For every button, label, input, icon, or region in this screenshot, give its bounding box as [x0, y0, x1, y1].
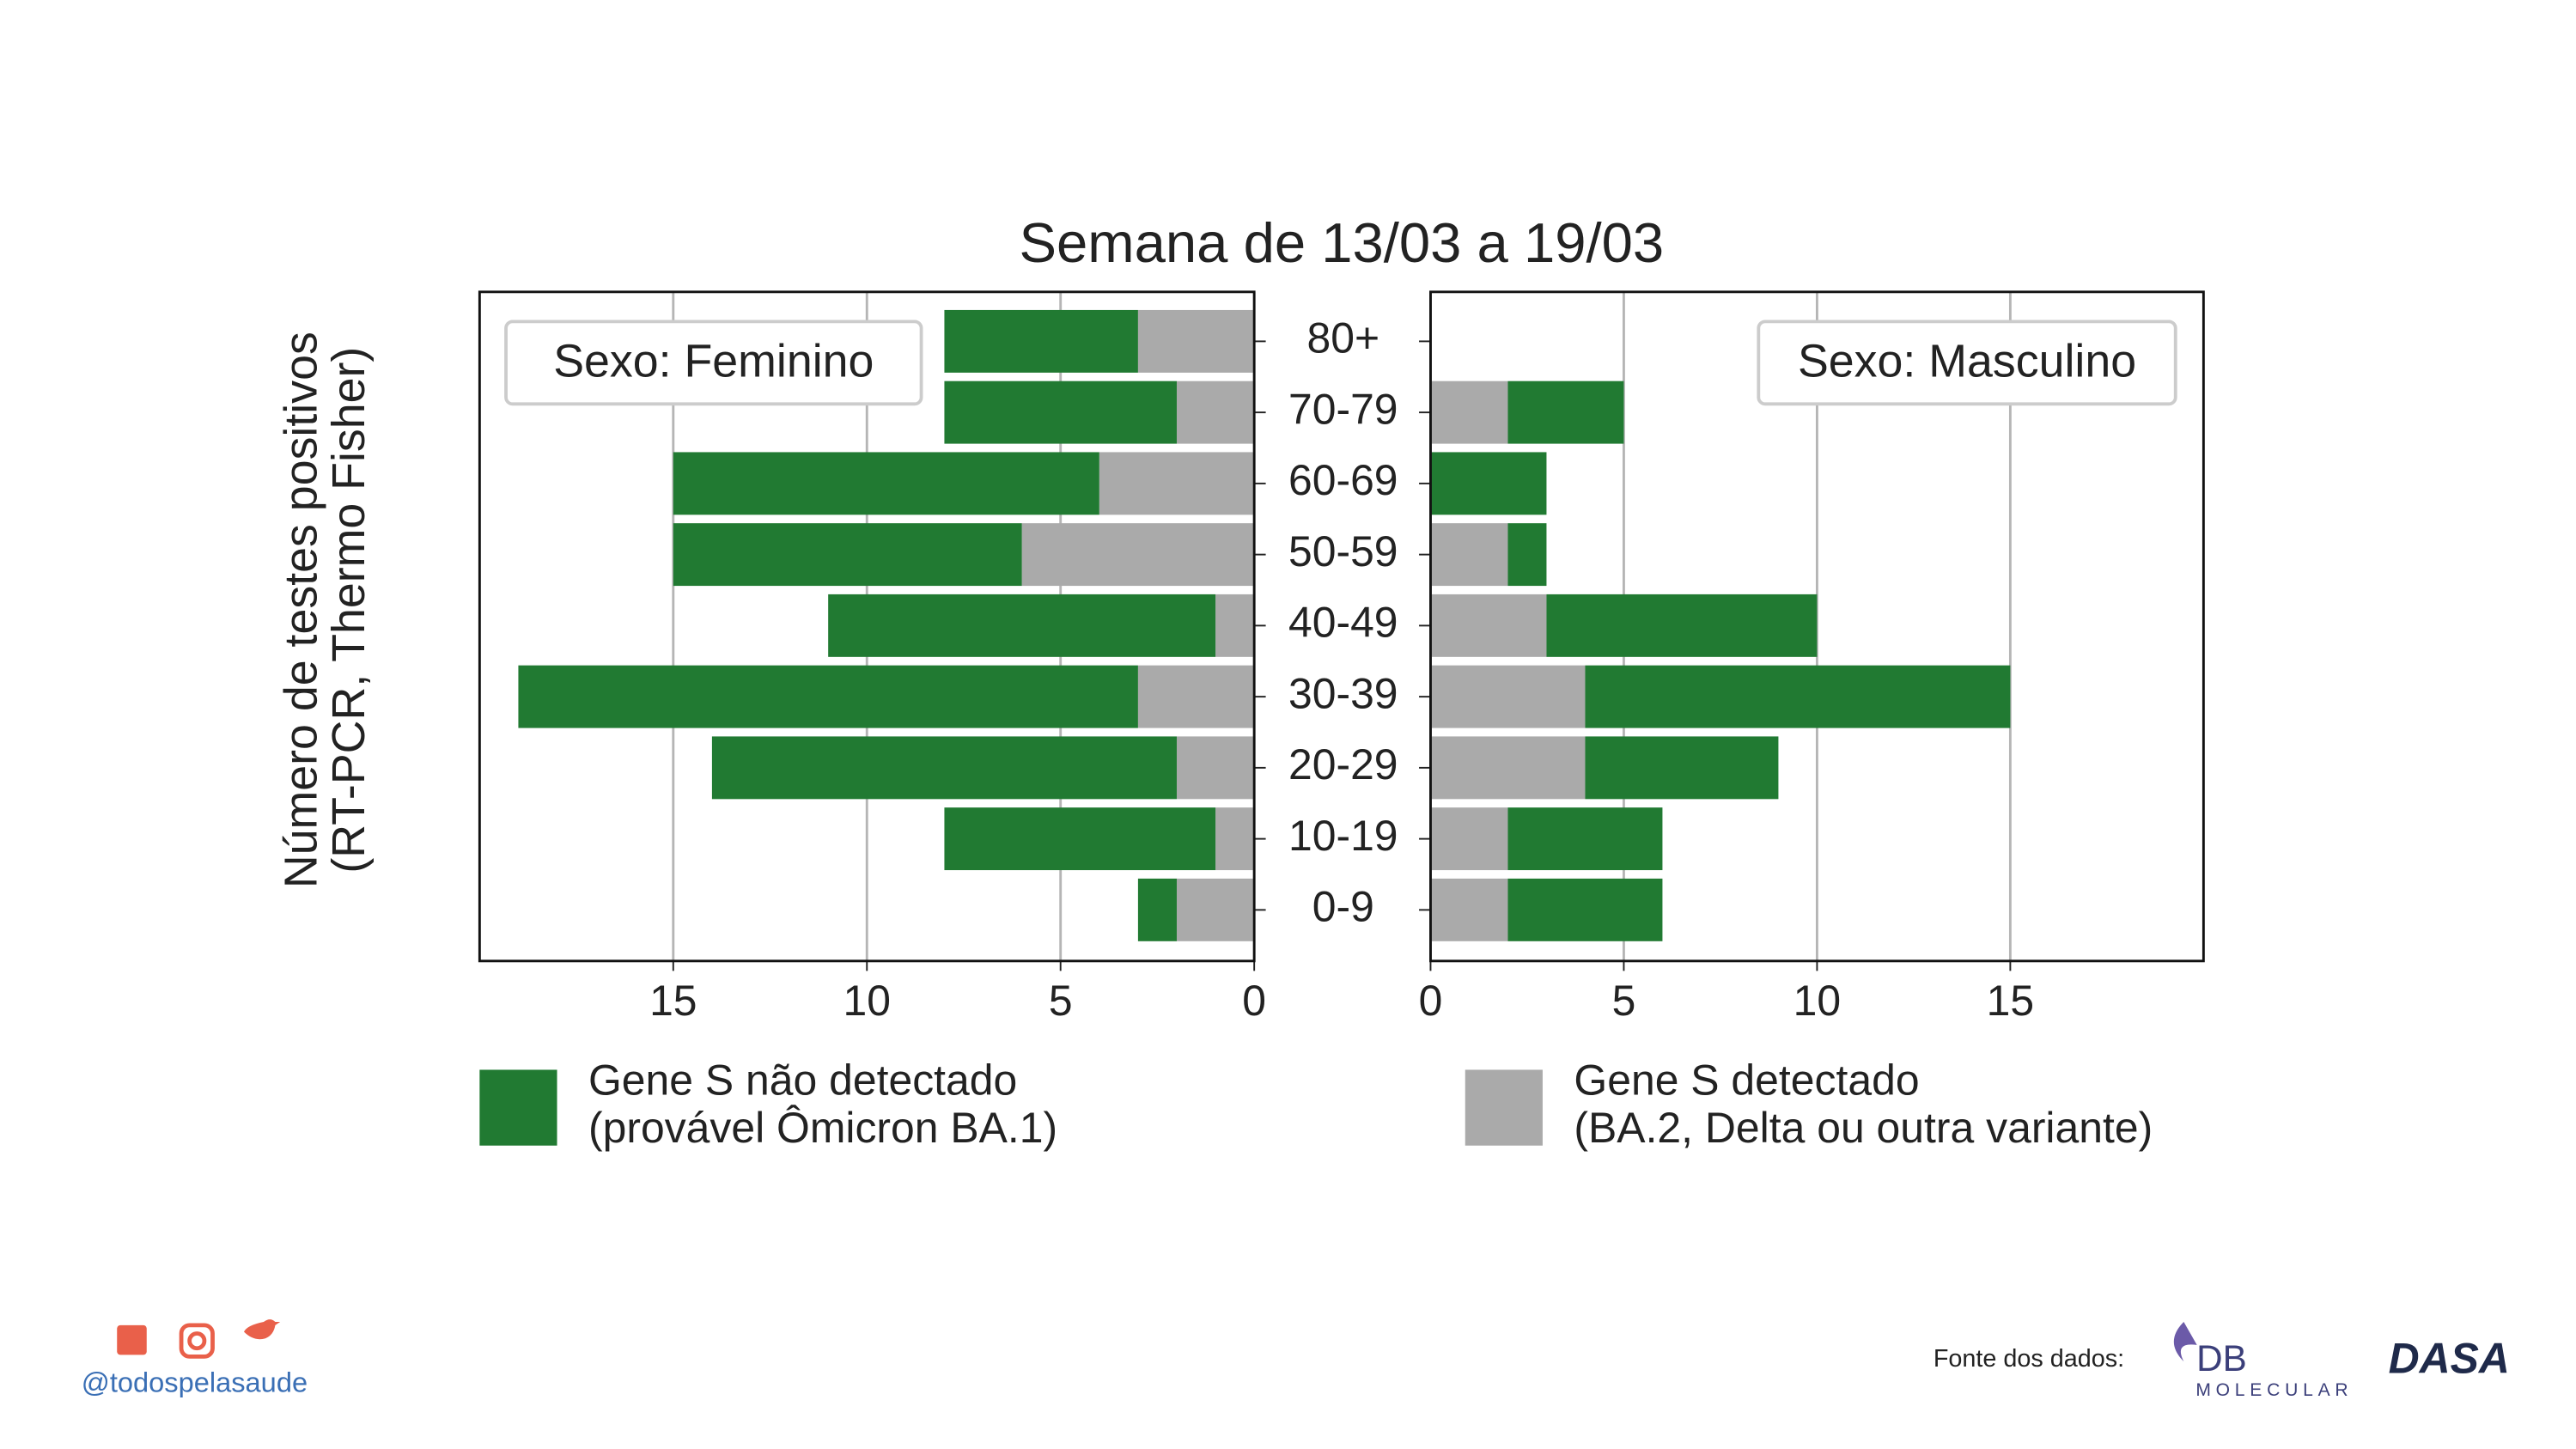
y-tick-label: 70-79 [1288, 385, 1398, 433]
twitter-icon[interactable] [243, 1319, 281, 1340]
panel-label: Sexo: Feminino [553, 335, 874, 387]
x-tick-label: 10 [843, 977, 891, 1025]
bar [1137, 878, 1177, 941]
bar [944, 381, 1177, 444]
legend-label: Gene S não detectado (provável Ômicron B… [588, 1055, 1058, 1153]
db-logo-mark [2173, 1322, 2197, 1362]
bar [1215, 807, 1255, 871]
facebook-icon[interactable] [117, 1324, 147, 1355]
panel-frame [478, 290, 1256, 963]
bar [1507, 381, 1624, 444]
bar [1430, 523, 1508, 587]
bar [1430, 452, 1547, 515]
bar [1215, 594, 1255, 657]
dasa-logo: DASA [2389, 1334, 2510, 1382]
bar [711, 736, 1177, 800]
bar [518, 665, 1138, 728]
x-tick-label: 0 [1419, 977, 1443, 1025]
bar [1137, 309, 1255, 373]
bar [1546, 594, 1818, 657]
bar [944, 309, 1138, 373]
bar [1507, 807, 1663, 871]
y-tick-label: 40-49 [1288, 599, 1398, 647]
social-handle[interactable]: @todospelasaude [82, 1367, 308, 1398]
bar [1430, 594, 1547, 657]
bar [673, 452, 1099, 515]
bar [1099, 452, 1255, 515]
y-tick-label: 20-29 [1288, 740, 1398, 788]
bar [1585, 736, 1779, 800]
bar [1176, 736, 1255, 800]
x-tick-label: 15 [1987, 977, 2034, 1025]
y-tick-label: 60-69 [1288, 456, 1398, 504]
bar [1137, 665, 1255, 728]
panel-label-box [1757, 320, 2177, 406]
y-tick-label: 30-39 [1288, 669, 1398, 717]
y-tick-label: 50-59 [1288, 527, 1398, 575]
source-label: Fonte dos dados: [1934, 1345, 2124, 1373]
y-axis-label: Número de testes positivos (RT-PCR, Ther… [275, 332, 375, 889]
bar [1430, 381, 1508, 444]
x-tick-label: 15 [649, 977, 697, 1025]
x-tick-label: 5 [1049, 977, 1073, 1025]
bar [944, 807, 1216, 871]
bar [1430, 736, 1586, 800]
bar [1176, 878, 1255, 941]
bar [1507, 523, 1547, 587]
bar [1430, 878, 1508, 941]
x-tick-label: 0 [1242, 977, 1266, 1025]
panel-label: Sexo: Masculino [1798, 335, 2136, 387]
legend-swatch [1465, 1069, 1543, 1146]
db-logo-sub: MOLECULAR [2195, 1380, 2353, 1400]
db-logo: DB [2196, 1338, 2247, 1379]
bar [828, 594, 1216, 657]
footer: @todospelasaude Fonte dos dados: DB MOLE… [82, 1319, 2510, 1400]
chart-title: Semana de 13/03 a 19/03 [1020, 211, 1665, 274]
bar [1430, 665, 1586, 728]
y-tick-label: 80+ [1306, 314, 1379, 362]
instagram-icon[interactable] [179, 1323, 215, 1359]
panel-label-box [504, 320, 923, 406]
instagram-icon-lens [187, 1331, 207, 1351]
bar [673, 523, 1022, 587]
legend-label: Gene S detectado (BA.2, Delta ou outra v… [1574, 1055, 2153, 1153]
y-tick-label: 0-9 [1312, 883, 1374, 931]
panel-frame [1429, 290, 2205, 963]
bar [1585, 665, 2011, 728]
bar [1176, 381, 1255, 444]
y-tick-label: 10-19 [1288, 812, 1398, 860]
bar [1021, 523, 1255, 587]
x-tick-label: 10 [1793, 977, 1841, 1025]
bar [1507, 878, 1663, 941]
legend-swatch [479, 1069, 557, 1146]
x-tick-label: 5 [1612, 977, 1636, 1025]
bar [1430, 807, 1508, 871]
